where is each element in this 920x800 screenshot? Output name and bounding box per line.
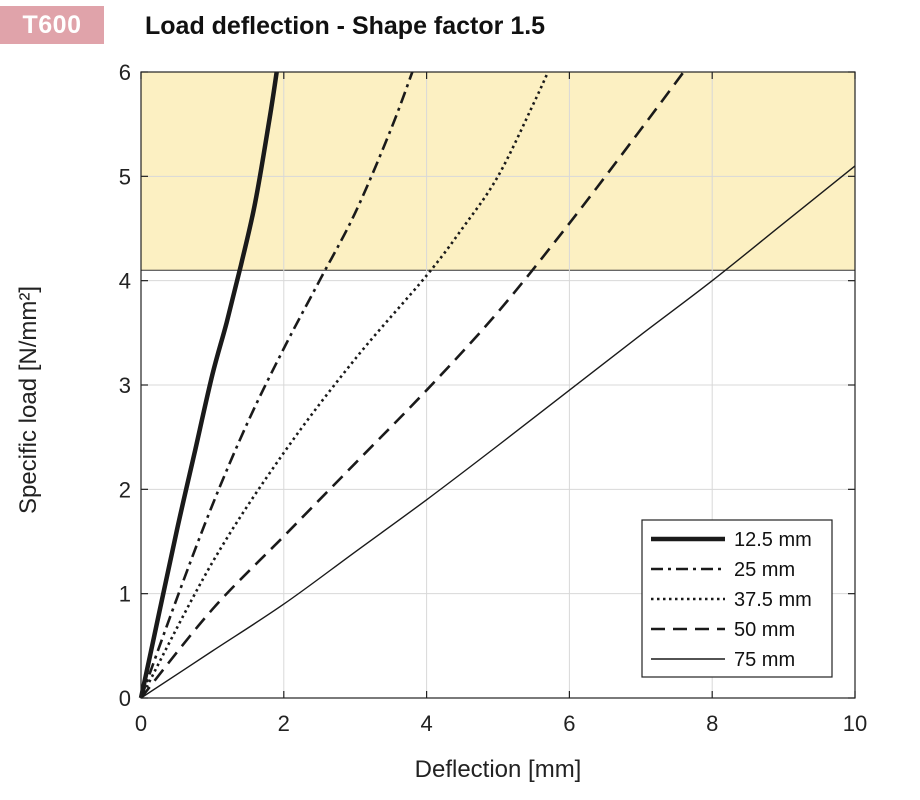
legend-label: 25 mm	[734, 559, 795, 581]
x-axis-label: Deflection [mm]	[415, 756, 582, 783]
y-axis-label: Specific load [N/mm²]	[15, 286, 42, 514]
y-tick-label: 0	[119, 686, 131, 711]
series-line-50-mm	[139, 71, 685, 699]
legend-label: 37.5 mm	[734, 589, 812, 611]
series-line-75-mm	[140, 165, 856, 699]
chart-title: Load deflection - Shape factor 1.5	[145, 11, 546, 40]
legend-label: 75 mm	[734, 649, 795, 671]
x-tick-label: 2	[278, 711, 290, 736]
tick-label-layer: 0 2 4 6 8 10 0 1 2 3 4 5 6	[119, 60, 867, 736]
x-tick-label: 10	[843, 711, 867, 736]
y-tick-label: 6	[119, 60, 131, 85]
x-tick-label: 0	[135, 711, 147, 736]
series-line-12-5-mm	[138, 71, 279, 699]
x-tick-label: 8	[706, 711, 718, 736]
series-layer	[138, 71, 856, 699]
x-tick-label: 4	[420, 711, 432, 736]
legend-box	[641, 519, 833, 678]
y-tick-label: 3	[119, 373, 131, 398]
axes-frame-layer	[140, 71, 856, 699]
y-tick-label: 4	[119, 269, 131, 294]
legend-label: 12.5 mm	[734, 529, 812, 551]
product-code-badge: T600	[0, 6, 104, 44]
y-tick-label: 1	[119, 582, 131, 607]
legend: 12.5 mm 25 mm 37.5 mm 50 mm 75 mm	[641, 519, 833, 678]
x-tick-label: 6	[563, 711, 575, 736]
y-tick-label: 5	[119, 164, 131, 189]
legend-label: 50 mm	[734, 619, 795, 641]
y-tick-label: 2	[119, 477, 131, 502]
series-line-25-mm	[139, 71, 414, 699]
